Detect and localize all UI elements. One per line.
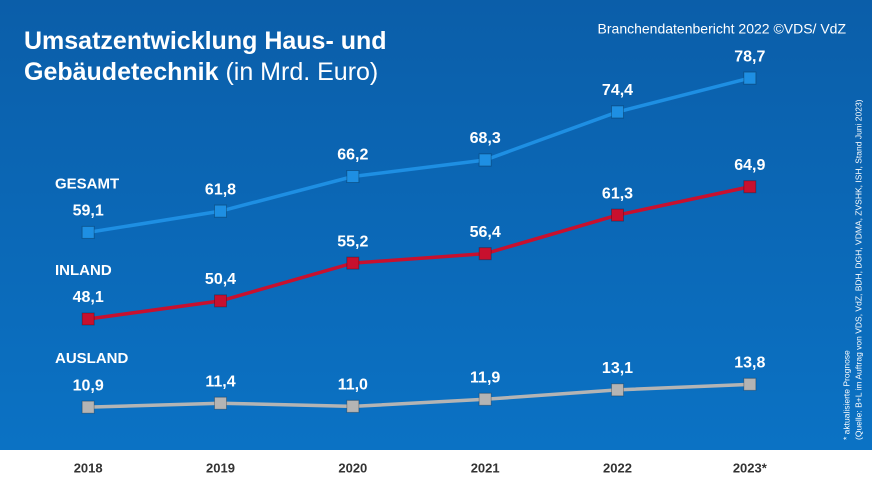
background	[0, 0, 872, 450]
series-label: AUSLAND	[55, 350, 128, 367]
value-label: 61,8	[205, 181, 236, 198]
marker	[214, 294, 227, 308]
x-tick-label: 2023*	[733, 460, 768, 475]
marker	[611, 383, 624, 397]
value-label: 50,4	[205, 271, 236, 288]
x-tick-label: 2021	[471, 460, 500, 475]
marker	[214, 396, 227, 410]
marker	[743, 71, 757, 85]
title-main: Umsatzentwicklung Haus- und Gebäudetechn…	[24, 27, 387, 86]
value-label: 11,4	[205, 373, 235, 390]
subtitle: (in Mrd. Euro)	[225, 58, 379, 86]
value-label: 13,1	[602, 360, 633, 377]
marker	[214, 204, 227, 218]
x-tick-label: 2018	[74, 460, 103, 475]
series-line	[87, 76, 751, 235]
value-label: 11,9	[470, 370, 500, 387]
value-label: 66,2	[337, 147, 368, 164]
source: Branchendatenbericht 2022 ©VDS/ VdZ	[598, 21, 847, 37]
value-label: 56,4	[470, 224, 501, 241]
value-label: 11,0	[338, 377, 368, 394]
series-label: INLAND	[55, 262, 112, 279]
series-line	[88, 382, 750, 409]
marker	[346, 399, 360, 413]
value-label: 10,9	[73, 377, 104, 394]
series-label: GESAMT	[55, 175, 119, 192]
chart-title: Umsatzentwicklung Haus- und Gebäudetechn…	[24, 26, 399, 88]
marker	[346, 170, 360, 184]
source-note: (Quelle: B+L im Auftrag von VDS, VdZ, BD…	[853, 99, 863, 440]
value-label: 61,3	[602, 185, 633, 202]
marker	[81, 400, 95, 414]
x-tick-label: 2019	[206, 460, 235, 475]
value-label: 74,4	[602, 82, 633, 99]
value-label: 68,3	[470, 130, 501, 147]
marker	[478, 153, 492, 167]
value-label: 64,9	[734, 157, 765, 174]
marker	[743, 180, 757, 194]
marker	[346, 256, 360, 270]
value-label: 13,8	[734, 355, 765, 372]
marker	[743, 377, 757, 391]
value-label: 48,1	[73, 289, 104, 306]
footnote: * aktualisierte Prognose	[841, 350, 851, 440]
series-line	[87, 185, 751, 321]
value-label: 59,1	[73, 203, 104, 220]
marker	[611, 105, 624, 119]
marker	[478, 247, 492, 261]
marker	[478, 392, 492, 406]
value-label: 78,7	[734, 48, 765, 65]
x-tick-label: 2020	[338, 460, 367, 475]
footer-band	[0, 450, 872, 490]
marker	[81, 225, 95, 239]
marker	[611, 208, 624, 222]
x-tick-label: 2022	[603, 460, 632, 475]
value-label: 55,2	[337, 233, 368, 250]
marker	[81, 312, 95, 326]
